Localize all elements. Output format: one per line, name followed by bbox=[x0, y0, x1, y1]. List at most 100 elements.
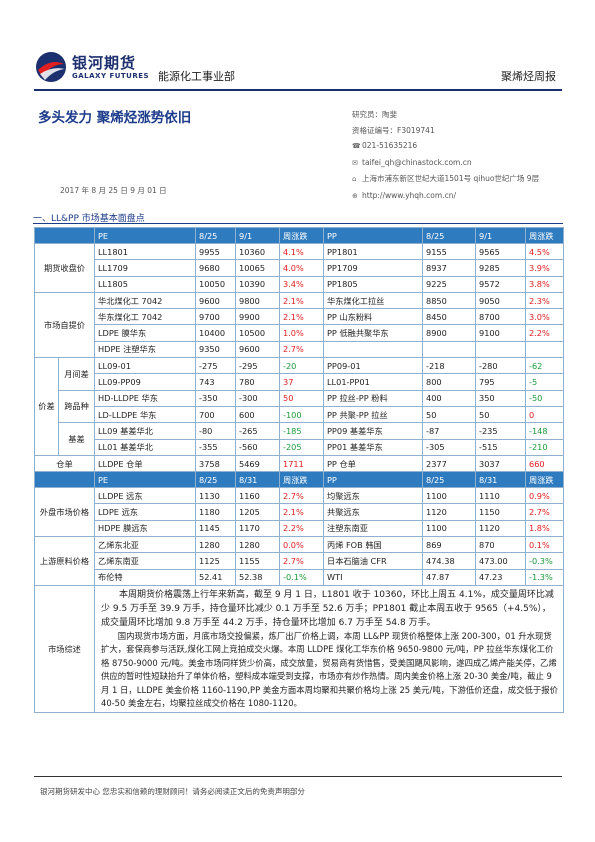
table-row: LL01 基差华北 -355 -560 -205 PP01 基差华东 -305 -515 -2… bbox=[35, 438, 564, 456]
table-cell: 1150 bbox=[475, 503, 526, 521]
section-title: 一、LL&PP 市场基本面盘点 bbox=[33, 214, 145, 224]
weekly-change-cell: -100 bbox=[279, 405, 324, 424]
table-cell: -87 bbox=[422, 422, 476, 440]
table-cell: 1205 bbox=[235, 503, 280, 521]
table-cell: 9600 bbox=[195, 291, 236, 310]
weekly-change-cell: 2.7% bbox=[279, 340, 324, 359]
table-cell: LL1805 bbox=[94, 275, 196, 293]
table-cell: 10390 bbox=[235, 275, 280, 293]
table-cell: -235 bbox=[475, 422, 526, 440]
table-cell: 9955 bbox=[195, 242, 236, 261]
table-cell: 8850 bbox=[422, 291, 476, 310]
table-cell: PP 共聚-PP 拉丝 bbox=[323, 405, 423, 424]
table-cell: 注塑东南亚 bbox=[323, 519, 423, 538]
weekly-change-cell: 2.7% bbox=[279, 487, 324, 505]
weekly-change-cell: 0 bbox=[525, 405, 564, 424]
table-cell: 2377 bbox=[422, 454, 476, 473]
table-cell: 共聚远东 bbox=[323, 503, 423, 521]
researcher-line: 研究员：陶斐 bbox=[352, 110, 397, 119]
table-cell: LL01-PP01 bbox=[323, 373, 423, 391]
table-cell: 1170 bbox=[235, 519, 280, 538]
table-cell: 10065 bbox=[235, 259, 280, 277]
table-cell: 9050 bbox=[475, 291, 526, 310]
row-category: 上游原料价格 bbox=[34, 536, 95, 586]
weekly-change-cell: 0.1% bbox=[525, 536, 564, 554]
table-cell: PP1801 bbox=[323, 242, 423, 261]
table-cell: 9285 bbox=[475, 259, 526, 277]
table-cell: -295 bbox=[235, 357, 280, 375]
table-cell: LL01 基差华北 bbox=[94, 438, 196, 456]
weekly-change-cell: 4.1% bbox=[279, 242, 324, 261]
table-cell: 1280 bbox=[235, 536, 280, 554]
table-cell: 9600 bbox=[235, 340, 280, 359]
weekly-change-cell: -1.3% bbox=[525, 568, 564, 586]
table-cell: 474.38 bbox=[422, 552, 476, 570]
table-cell: WTI bbox=[323, 568, 423, 586]
table-cell: PP 低融共聚华东 bbox=[323, 324, 423, 342]
column-header: 9/1 bbox=[475, 227, 526, 244]
weekly-change-cell: -210 bbox=[525, 438, 564, 456]
weekly-change-cell: -0.3% bbox=[525, 552, 564, 570]
table-row: LDPE 膜华东 10400 10500 1.0% PP 低融共聚华东 8900 9100 2… bbox=[35, 324, 564, 342]
table-cell: 700 bbox=[195, 405, 236, 424]
table-cell: 日本石脑油 CFR bbox=[323, 552, 423, 570]
table-cell: 400 bbox=[422, 389, 476, 407]
weekly-change-cell: 0.9% bbox=[525, 487, 564, 505]
table-row: 布伦特 52.41 52.38 -0.1% WTI 47.87 47.23 -1.3% bbox=[35, 568, 564, 586]
column-header: PP bbox=[323, 227, 423, 244]
email-line[interactable]: ✉ taifei_qh@chinastock.com.cn bbox=[352, 155, 539, 172]
row-subcategory: 月间差 bbox=[58, 357, 95, 391]
table-cell: 9155 bbox=[422, 242, 476, 261]
column-header: 9/1 bbox=[235, 227, 280, 244]
table-row: LL09-PP09 743 780 37 LL01-PP01 800 795 -5 bbox=[35, 373, 564, 391]
report-header: 银河期货 GALAXY FUTURES 能源化工事业部 聚烯烃周报 bbox=[34, 48, 564, 90]
row-category: 外盘市场价格 bbox=[34, 487, 95, 538]
summary-row: 市场综述 本周期货价格震荡上行年来新高，截至 9 月 1 日，L1801 收于 1… bbox=[34, 584, 564, 714]
galaxy-logo-icon bbox=[36, 52, 66, 82]
weekly-change-cell: -205 bbox=[279, 438, 324, 456]
summary-paragraph: 本周期货价格震荡上行年来新高，截至 9 月 1 日，L1801 收于 10360… bbox=[101, 589, 554, 628]
table-cell: 869 bbox=[422, 536, 476, 554]
weekly-change-cell: 1711 bbox=[279, 454, 324, 473]
column-header: 8/31 bbox=[475, 471, 526, 489]
table-cell: -218 bbox=[422, 357, 476, 375]
column-header: 8/25 bbox=[195, 471, 236, 489]
weekly-change-cell: 2.7% bbox=[525, 503, 564, 521]
header-blank-cell bbox=[34, 471, 95, 489]
row-category: 价差 bbox=[34, 357, 59, 456]
license-line: 资格证编号：F3019741 bbox=[352, 125, 435, 135]
row-category: 市场自提价 bbox=[34, 291, 95, 359]
phone-line: ☎021-51635216 bbox=[352, 138, 539, 155]
table-cell: 795 bbox=[475, 373, 526, 391]
table-cell: 10050 bbox=[195, 275, 236, 293]
table-cell: LLDPE 仓单 bbox=[94, 454, 196, 473]
table-cell: LDPE 远东 bbox=[94, 503, 196, 521]
report-date: 2017 年 8 月 25 日 9 月 01 日 bbox=[60, 186, 167, 195]
table-cell: 1125 bbox=[195, 552, 236, 570]
table-cell: 1120 bbox=[422, 503, 476, 521]
table-cell: 47.23 bbox=[475, 568, 526, 586]
table-cell: 9565 bbox=[475, 242, 526, 261]
table-cell: 743 bbox=[195, 373, 236, 391]
table-cell: 1280 bbox=[195, 536, 236, 554]
table-cell: 3758 bbox=[195, 454, 236, 473]
weekly-change-cell: 2.1% bbox=[279, 503, 324, 521]
table-cell: LDPE 膜华东 bbox=[94, 324, 196, 342]
table-cell: 50 bbox=[475, 405, 526, 424]
table-cell: 1100 bbox=[422, 487, 476, 505]
weekly-change-cell: -185 bbox=[279, 422, 324, 440]
table-cell: 780 bbox=[235, 373, 280, 391]
table-row: 价差 月间差 LL09-01 -275 -295 -20 PP09-01 -218 -280 -6… bbox=[34, 357, 564, 456]
table-cell: 10500 bbox=[235, 324, 280, 342]
row-category: 仓单 bbox=[34, 454, 95, 473]
report-title: 多头发力 聚烯烃涨势依旧 bbox=[38, 110, 192, 126]
website-line[interactable]: ⊕ http://www.yhqh.com.cn/ bbox=[352, 188, 539, 205]
brand-name-en: GALAXY FUTURES bbox=[72, 72, 150, 80]
table-cell: 473.00 bbox=[475, 552, 526, 570]
location-icon: ⌂ bbox=[352, 175, 357, 183]
header-divider bbox=[34, 89, 562, 91]
table-cell: -300 bbox=[235, 389, 280, 407]
table-cell: 9680 bbox=[195, 259, 236, 277]
table-cell: 均聚远东 bbox=[323, 487, 423, 505]
table-cell: PP 拉丝-PP 粉料 bbox=[323, 389, 423, 407]
